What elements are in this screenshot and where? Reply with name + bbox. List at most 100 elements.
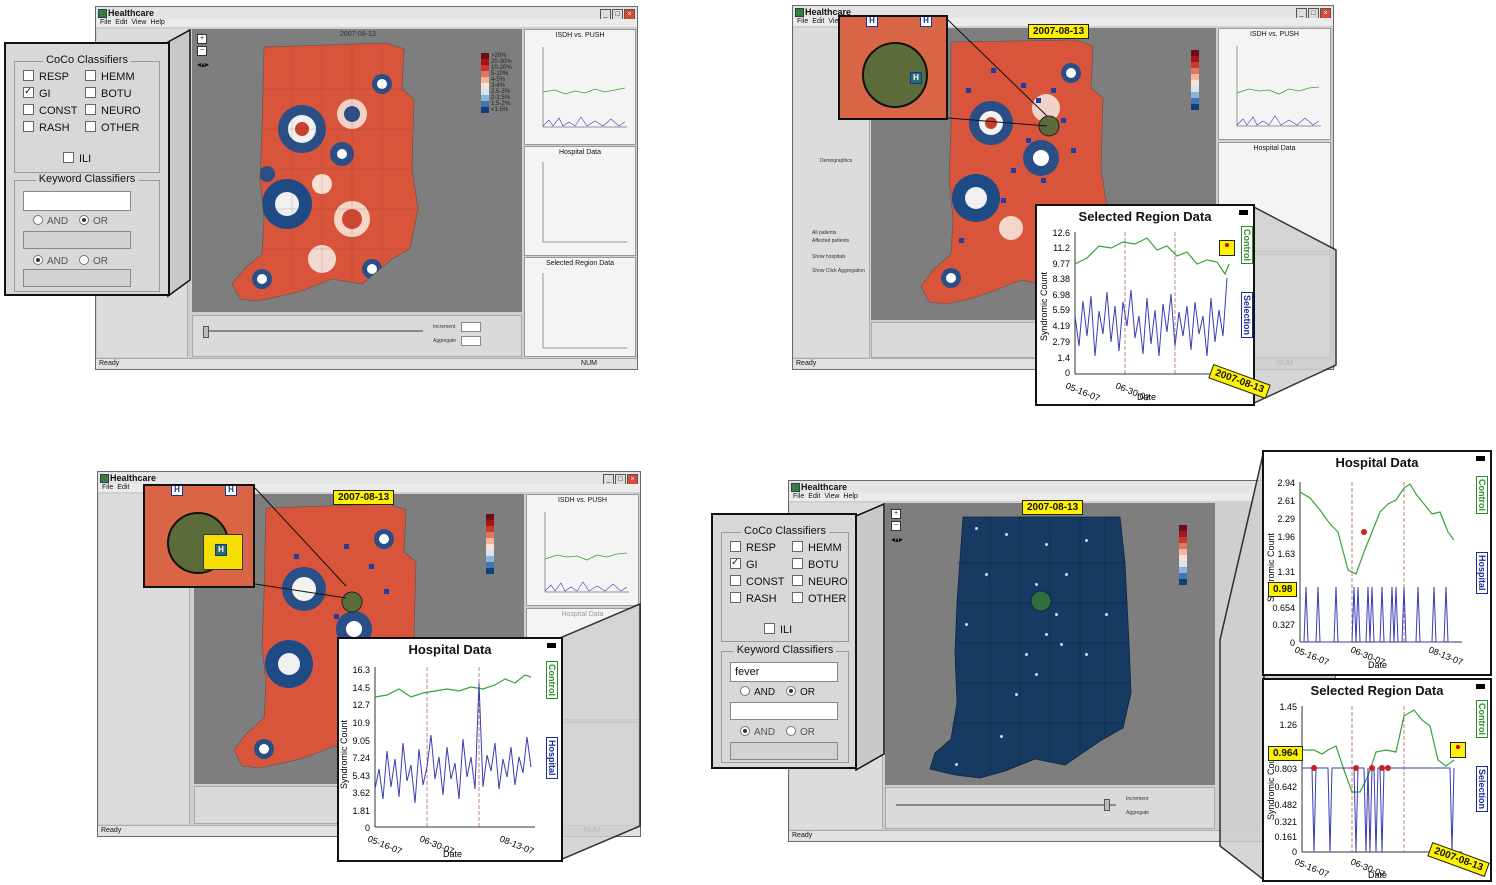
checkbox-const[interactable]: CONST <box>730 575 785 589</box>
zoom-in-icon[interactable]: + <box>197 34 207 44</box>
hospital-marker-icon[interactable]: H <box>225 486 237 496</box>
menu-edit[interactable]: Edit <box>808 493 821 500</box>
time-slider-panel: Increment Aggregate <box>885 787 1215 829</box>
coco-title: CoCo Classifiers <box>741 525 829 537</box>
hospital-data-panel[interactable]: Hospital Data <box>524 146 636 256</box>
isdh-push-panel[interactable]: ISDH vs. PUSH <box>524 29 636 145</box>
y-tick: 11.2 <box>1053 243 1070 253</box>
hospital-marker-icon[interactable]: H <box>920 17 932 27</box>
checkbox-resp[interactable]: RESP <box>730 541 776 555</box>
checkbox-box[interactable] <box>85 70 96 81</box>
checkbox-rash[interactable]: RASH <box>730 592 777 606</box>
coco-classifiers-group: CoCo Classifiers RESP GI CONST RASH HEMM… <box>721 525 849 642</box>
zoom-out-icon[interactable]: − <box>891 521 901 531</box>
keyword-input[interactable] <box>23 191 131 211</box>
radio-or-2: OR <box>79 255 108 267</box>
checkbox-hemm[interactable]: HEMM <box>792 541 842 555</box>
checkbox-box[interactable] <box>23 104 34 115</box>
zoom-connectors <box>947 19 1337 406</box>
x-axis-label: Date <box>1368 870 1387 880</box>
y-tick: 1.96 <box>1277 532 1295 542</box>
menu-view[interactable]: View <box>824 493 840 500</box>
keyword-input[interactable]: fever <box>730 662 838 682</box>
checkbox-ili[interactable]: ILI <box>764 623 792 637</box>
checkbox-hemm[interactable]: HEMM <box>85 70 135 84</box>
radio-or[interactable]: OR <box>79 215 108 227</box>
checkbox-box[interactable] <box>85 104 96 115</box>
show-click-label: Show Click Aggregation <box>812 268 865 274</box>
menu-edit[interactable]: Edit <box>115 19 128 26</box>
increment-spinner[interactable] <box>461 322 481 332</box>
menu-view[interactable]: View <box>828 18 844 25</box>
y-tick: 7.24 <box>352 753 370 763</box>
zoom-in-icon[interactable]: + <box>891 509 901 519</box>
checkbox-box[interactable] <box>23 70 34 81</box>
map-date-label: 2007-08-13 <box>1022 500 1084 515</box>
checkbox-box[interactable] <box>85 121 96 132</box>
menu-file[interactable]: File <box>102 484 114 491</box>
menu-file[interactable]: File <box>793 493 805 500</box>
keyword-input-2[interactable] <box>730 702 838 720</box>
time-slider[interactable] <box>203 330 423 332</box>
y-tick: 5.59 <box>1052 305 1070 315</box>
maximize-icon[interactable] <box>1476 456 1485 461</box>
radio-or[interactable]: OR <box>786 686 815 698</box>
maximize-icon[interactable] <box>1476 684 1485 689</box>
y-tick: 0.161 <box>1274 832 1297 842</box>
hospital-marker-icon[interactable]: H <box>215 544 227 556</box>
checkbox-box[interactable] <box>23 121 34 132</box>
time-slider-thumb[interactable] <box>1104 799 1110 811</box>
y-tick: 0.642 <box>1274 782 1297 792</box>
pan-arrows-icon[interactable]: ◂▴▸ <box>197 60 210 69</box>
checkbox-neuro[interactable]: NEURO <box>792 575 848 589</box>
pan-zoom-control[interactable]: + − ◂▴▸ <box>197 34 209 69</box>
checkbox-box[interactable] <box>63 152 74 163</box>
checkbox-botu[interactable]: BOTU <box>85 87 132 101</box>
radio-and[interactable]: AND <box>33 215 68 227</box>
maximize-icon[interactable] <box>1239 210 1248 215</box>
y-tick: 2.29 <box>1277 514 1295 524</box>
radio-and[interactable]: AND <box>740 686 775 698</box>
maximize-icon[interactable] <box>547 643 556 648</box>
checkbox-gi[interactable]: GI <box>23 85 51 101</box>
hospital-marker-icon[interactable]: H <box>910 72 922 84</box>
isdh-push-panel[interactable]: ISDH vs. PUSH <box>526 494 639 606</box>
menu-view[interactable]: View <box>131 19 147 26</box>
menu-file[interactable]: File <box>100 19 112 26</box>
menu-edit[interactable]: Edit <box>117 484 130 491</box>
x-tick: 05-16-07 <box>1293 857 1330 880</box>
checkbox-rash[interactable]: RASH <box>23 121 70 135</box>
hospital-marker-icon[interactable]: H <box>866 17 878 27</box>
checkbox-gi[interactable]: GI <box>730 556 758 572</box>
checkbox-ili[interactable]: ILI <box>63 152 91 166</box>
zoom-out-icon[interactable]: − <box>197 46 207 56</box>
selected-region-panel[interactable]: Selected Region Data <box>524 257 636 357</box>
checkbox-neuro[interactable]: NEURO <box>85 104 141 118</box>
menu-file[interactable]: File <box>797 18 809 25</box>
menu-help[interactable]: Help <box>843 493 858 500</box>
pan-arrows-icon[interactable]: ◂▴▸ <box>891 535 904 544</box>
pan-zoom-control[interactable]: + − ◂▴▸ <box>891 509 903 544</box>
hospital-marker-icon[interactable]: H <box>171 486 183 496</box>
menu-help[interactable]: Help <box>150 19 165 26</box>
checkbox-box-checked[interactable] <box>23 85 34 98</box>
aggregate-label: Aggregate <box>1126 810 1150 816</box>
map-area[interactable]: 2007-08-13 + − ◂▴▸ <box>192 29 522 312</box>
x-tick: 08-13-07 <box>498 834 535 857</box>
menu-edit[interactable]: Edit <box>812 18 825 25</box>
aggregate-spinner[interactable] <box>461 336 481 346</box>
hospital-data-title: Hospital Data <box>1253 145 1296 152</box>
checkbox-other[interactable]: OTHER <box>85 121 140 135</box>
isdh-push-panel[interactable]: ISDH vs. PUSH <box>1218 28 1331 140</box>
checkbox-botu[interactable]: BOTU <box>792 558 839 572</box>
time-slider-thumb[interactable] <box>203 326 209 338</box>
status-text: Ready <box>101 827 122 834</box>
checkbox-other[interactable]: OTHER <box>792 592 847 606</box>
map-area[interactable]: + − ◂▴▸ <box>885 503 1215 785</box>
keyword-input-3 <box>730 742 838 760</box>
time-slider[interactable] <box>896 804 1116 806</box>
y-axis-label: Syndromic Count <box>1266 532 1276 602</box>
checkbox-box[interactable] <box>85 87 96 98</box>
checkbox-resp[interactable]: RESP <box>23 70 69 84</box>
checkbox-const[interactable]: CONST <box>23 104 78 118</box>
